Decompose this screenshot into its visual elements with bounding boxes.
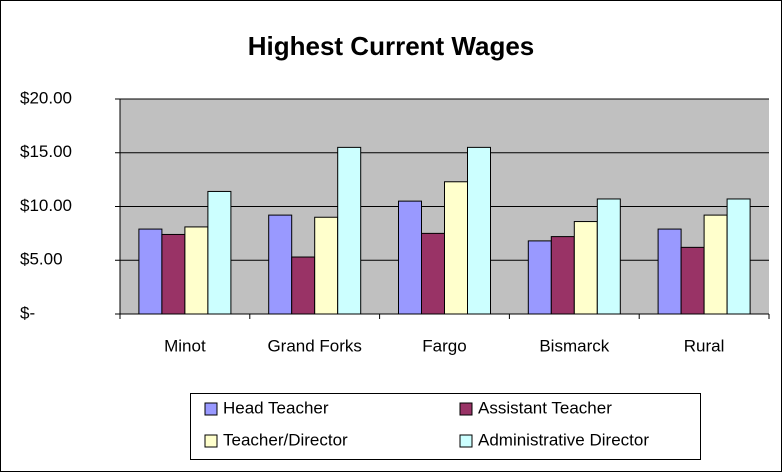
bar [596, 198, 621, 315]
x-tick-label: Rural [684, 336, 725, 355]
bar [444, 181, 468, 315]
bar [291, 256, 316, 315]
bar [398, 200, 422, 315]
bar [703, 214, 728, 315]
y-tick-label: $10.00 [20, 196, 72, 215]
bar [207, 190, 232, 315]
bar [138, 228, 163, 315]
y-tick-label: $5.00 [20, 250, 63, 269]
bar [314, 216, 339, 315]
bar [161, 233, 186, 315]
x-tick-label: Minot [164, 336, 206, 355]
legend-swatch [204, 402, 218, 416]
chart-title: Highest Current Wages [248, 31, 535, 61]
bar [421, 232, 445, 315]
bar [337, 146, 362, 315]
y-tick-label: $15.00 [20, 142, 72, 161]
legend-swatch [204, 434, 218, 448]
legend-label: Teacher/Director [223, 430, 348, 449]
legend-swatch [459, 434, 473, 448]
legend-label: Head Teacher [223, 398, 329, 417]
bar [550, 236, 575, 315]
legend-box [190, 393, 701, 460]
bar [184, 226, 209, 315]
y-tick-label: $20.00 [20, 88, 72, 107]
bar [467, 146, 491, 315]
legend-swatch [459, 402, 473, 416]
bar [680, 246, 705, 315]
bar [268, 214, 293, 315]
x-tick-label: Grand Forks [267, 336, 361, 355]
x-tick-label: Fargo [422, 336, 466, 355]
bar [527, 240, 552, 315]
bar [573, 221, 598, 315]
bar [657, 228, 682, 315]
y-tick-label: $- [20, 303, 35, 322]
bar [726, 198, 751, 315]
legend-label: Administrative Director [478, 430, 649, 449]
legend-label: Assistant Teacher [478, 398, 612, 417]
x-tick-label: Bismarck [539, 336, 609, 355]
